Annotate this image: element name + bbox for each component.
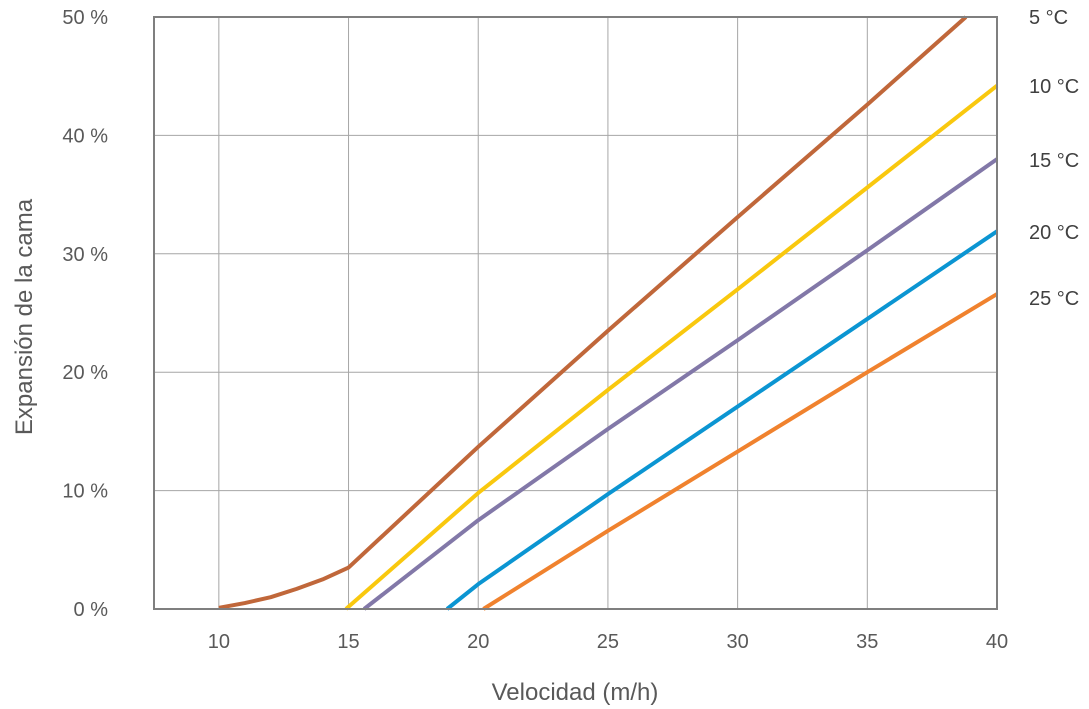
legend-label-3: 20 °C bbox=[1029, 222, 1079, 244]
plot-frame bbox=[153, 16, 998, 610]
x-tick-label: 30 bbox=[726, 631, 748, 653]
x-axis-title: Velocidad (m/h) bbox=[492, 679, 659, 706]
legend-label-0: 5 °C bbox=[1029, 7, 1068, 29]
series-line-2 bbox=[362, 157, 999, 611]
y-axis-title: Expansión de la cama bbox=[11, 198, 38, 435]
series-line-0 bbox=[218, 15, 968, 610]
x-tick-label: 10 bbox=[208, 631, 230, 653]
y-tick-label: 40 % bbox=[62, 125, 108, 147]
series-line-3 bbox=[445, 229, 999, 611]
x-tick-label: 40 bbox=[986, 631, 1008, 653]
x-tick-label: 20 bbox=[467, 631, 489, 653]
x-axis-ticks: 10 15 20 25 30 35 40 bbox=[208, 631, 1008, 653]
series-lines bbox=[218, 15, 999, 611]
legend: 5 °C 10 °C 15 °C 20 °C 25 °C bbox=[1029, 7, 1079, 310]
x-tick-label: 35 bbox=[856, 631, 878, 653]
y-tick-label: 0 % bbox=[74, 599, 109, 621]
series-line-4 bbox=[482, 292, 999, 611]
x-tick-label: 25 bbox=[597, 631, 619, 653]
y-axis-ticks: 0 % 10 % 20 % 30 % 40 % 50 % bbox=[62, 7, 108, 621]
grid bbox=[154, 16, 998, 610]
y-tick-label: 50 % bbox=[62, 7, 108, 29]
y-tick-label: 30 % bbox=[62, 244, 108, 266]
legend-label-4: 25 °C bbox=[1029, 288, 1079, 310]
legend-label-1: 10 °C bbox=[1029, 76, 1079, 98]
series-line-1 bbox=[344, 84, 999, 611]
legend-label-2: 15 °C bbox=[1029, 150, 1079, 172]
x-tick-label: 15 bbox=[337, 631, 359, 653]
y-tick-label: 20 % bbox=[62, 362, 108, 384]
y-tick-label: 10 % bbox=[62, 481, 108, 503]
